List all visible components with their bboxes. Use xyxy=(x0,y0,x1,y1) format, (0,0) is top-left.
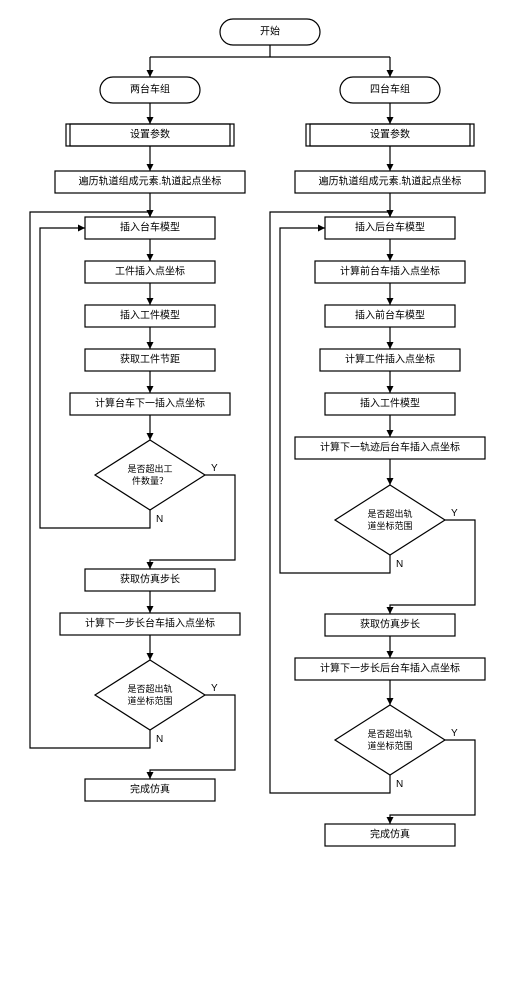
svg-text:计算下一步长台车插入点坐标: 计算下一步长台车插入点坐标 xyxy=(85,617,215,630)
svg-text:是否超出轨: 是否超出轨 xyxy=(367,728,412,739)
left-step-1: 遍历轨道组成元素.轨道起点坐标 xyxy=(55,171,245,193)
svg-text:遍历轨道组成元素.轨道起点坐标: 遍历轨道组成元素.轨道起点坐标 xyxy=(319,175,462,188)
svg-text:获取仿真步长: 获取仿真步长 xyxy=(360,618,420,631)
svg-text:N: N xyxy=(156,734,163,745)
svg-text:N: N xyxy=(396,559,403,570)
left-after-1: 计算下一步长台车插入点坐标 xyxy=(60,613,240,635)
right-step-1: 遍历轨道组成元素.轨道起点坐标 xyxy=(295,171,485,193)
svg-text:道坐标范围: 道坐标范围 xyxy=(367,520,412,531)
right-decision-1: 是否超出轨道坐标范围 xyxy=(335,485,445,555)
svg-text:四台车组: 四台车组 xyxy=(370,83,410,96)
svg-text:获取工件节距: 获取工件节距 xyxy=(120,354,180,366)
start-node: 开始 xyxy=(220,19,320,45)
right-after-0: 获取仿真步长 xyxy=(325,614,455,636)
svg-text:计算台车下一插入点坐标: 计算台车下一插入点坐标 xyxy=(95,397,205,410)
svg-text:完成仿真: 完成仿真 xyxy=(130,783,170,796)
left-header: 两台车组 xyxy=(100,77,200,103)
svg-text:Y: Y xyxy=(211,463,218,474)
left-decision-2: 是否超出轨道坐标范围 xyxy=(95,660,205,730)
svg-text:道坐标范围: 道坐标范围 xyxy=(127,695,172,706)
svg-text:计算下一轨迹后台车插入点坐标: 计算下一轨迹后台车插入点坐标 xyxy=(320,441,460,454)
svg-text:插入前台车模型: 插入前台车模型 xyxy=(355,309,425,322)
svg-text:计算前台车插入点坐标: 计算前台车插入点坐标 xyxy=(340,265,440,278)
left-end: 完成仿真 xyxy=(85,779,215,801)
left-step-0: 设置参数 xyxy=(66,124,234,146)
right-decision-2: 是否超出轨道坐标范围 xyxy=(335,705,445,775)
svg-text:设置参数: 设置参数 xyxy=(370,128,410,141)
svg-text:工件插入点坐标: 工件插入点坐标 xyxy=(115,265,185,278)
left-after-0: 获取仿真步长 xyxy=(85,569,215,591)
svg-text:件数量？: 件数量？ xyxy=(132,475,168,486)
right-step-5: 计算工件插入点坐标 xyxy=(320,349,460,371)
left-step-5: 获取工件节距 xyxy=(85,349,215,371)
svg-text:插入工件模型: 插入工件模型 xyxy=(120,309,180,322)
svg-text:是否超出轨: 是否超出轨 xyxy=(367,508,412,519)
svg-text:插入后台车模型: 插入后台车模型 xyxy=(355,221,425,234)
svg-text:N: N xyxy=(396,779,403,790)
right-after-1: 计算下一步长后台车插入点坐标 xyxy=(295,658,485,680)
svg-text:Y: Y xyxy=(451,728,458,739)
svg-text:设置参数: 设置参数 xyxy=(130,128,170,141)
svg-text:计算下一步长后台车插入点坐标: 计算下一步长后台车插入点坐标 xyxy=(320,662,460,675)
svg-text:插入工件模型: 插入工件模型 xyxy=(360,397,420,410)
svg-text:开始: 开始 xyxy=(260,25,280,38)
svg-text:完成仿真: 完成仿真 xyxy=(370,828,410,841)
flowchart-diagram: 开始两台车组设置参数遍历轨道组成元素.轨道起点坐标插入台车模型工件插入点坐标插入… xyxy=(10,10,520,990)
left-decision-1: 是否超出工件数量？ xyxy=(95,440,205,510)
svg-text:Y: Y xyxy=(211,683,218,694)
right-step-4: 插入前台车模型 xyxy=(325,305,455,327)
left-step-2: 插入台车模型 xyxy=(85,217,215,239)
svg-text:是否超出工: 是否超出工 xyxy=(127,463,172,474)
right-step-3: 计算前台车插入点坐标 xyxy=(315,261,465,283)
svg-text:两台车组: 两台车组 xyxy=(130,83,170,96)
svg-text:获取仿真步长: 获取仿真步长 xyxy=(120,573,180,586)
svg-text:是否超出轨: 是否超出轨 xyxy=(127,683,172,694)
left-step-6: 计算台车下一插入点坐标 xyxy=(70,393,230,415)
left-step-4: 插入工件模型 xyxy=(85,305,215,327)
left-step-3: 工件插入点坐标 xyxy=(85,261,215,283)
right-end: 完成仿真 xyxy=(325,824,455,846)
right-step-6: 插入工件模型 xyxy=(325,393,455,415)
right-step-7: 计算下一轨迹后台车插入点坐标 xyxy=(295,437,485,459)
svg-text:道坐标范围: 道坐标范围 xyxy=(367,740,412,751)
svg-text:遍历轨道组成元素.轨道起点坐标: 遍历轨道组成元素.轨道起点坐标 xyxy=(79,175,222,188)
svg-text:计算工件插入点坐标: 计算工件插入点坐标 xyxy=(345,353,435,366)
right-step-0: 设置参数 xyxy=(306,124,474,146)
svg-text:N: N xyxy=(156,514,163,525)
svg-text:Y: Y xyxy=(451,508,458,519)
right-header: 四台车组 xyxy=(340,77,440,103)
right-step-2: 插入后台车模型 xyxy=(325,217,455,239)
svg-text:插入台车模型: 插入台车模型 xyxy=(120,221,180,234)
